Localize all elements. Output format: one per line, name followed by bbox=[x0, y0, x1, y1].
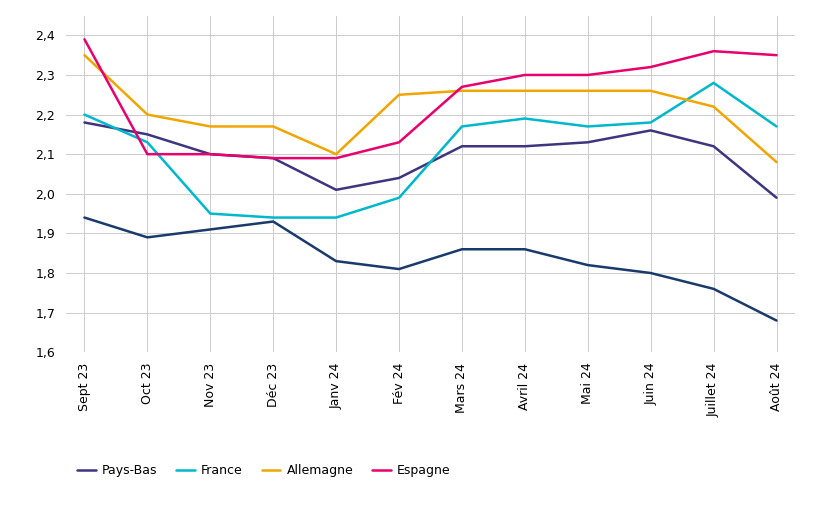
Espagne bbox=[331, 155, 341, 161]
Pays-Bas bbox=[771, 195, 781, 201]
Line: Allemagne: Allemagne bbox=[84, 55, 776, 162]
Danemark bbox=[645, 270, 655, 276]
France bbox=[456, 123, 466, 130]
Pays-Bas bbox=[394, 175, 404, 181]
Pays-Bas bbox=[143, 131, 152, 137]
Espagne bbox=[394, 139, 404, 146]
Danemark bbox=[143, 234, 152, 240]
France bbox=[394, 195, 404, 201]
Allemagne bbox=[143, 111, 152, 118]
Espagne bbox=[582, 72, 592, 78]
Pays-Bas bbox=[582, 139, 592, 146]
Allemagne bbox=[79, 52, 89, 58]
Allemagne bbox=[205, 123, 215, 130]
Allemagne bbox=[331, 151, 341, 157]
Line: France: France bbox=[84, 83, 776, 218]
Danemark bbox=[79, 214, 89, 221]
France bbox=[268, 214, 278, 221]
France bbox=[143, 139, 152, 146]
Danemark bbox=[331, 258, 341, 264]
Pays-Bas bbox=[456, 143, 466, 149]
Pays-Bas bbox=[645, 127, 655, 134]
Allemagne bbox=[456, 88, 466, 94]
France bbox=[331, 214, 341, 221]
France bbox=[519, 116, 529, 122]
Danemark bbox=[582, 262, 592, 268]
Line: Pays-Bas: Pays-Bas bbox=[84, 122, 776, 198]
Allemagne bbox=[519, 88, 529, 94]
Pays-Bas bbox=[519, 143, 529, 149]
Danemark bbox=[456, 246, 466, 252]
Danemark bbox=[519, 246, 529, 252]
France bbox=[771, 123, 781, 130]
France bbox=[645, 119, 655, 125]
Allemagne bbox=[645, 88, 655, 94]
Espagne bbox=[143, 151, 152, 157]
Allemagne bbox=[268, 123, 278, 130]
Danemark bbox=[394, 266, 404, 272]
Danemark bbox=[771, 318, 781, 324]
Espagne bbox=[519, 72, 529, 78]
Pays-Bas bbox=[79, 119, 89, 125]
Espagne bbox=[771, 52, 781, 58]
France bbox=[205, 210, 215, 217]
France bbox=[79, 111, 89, 118]
Pays-Bas bbox=[708, 143, 717, 149]
Danemark bbox=[205, 226, 215, 233]
Allemagne bbox=[394, 92, 404, 98]
Allemagne bbox=[582, 88, 592, 94]
France bbox=[582, 123, 592, 130]
Allemagne bbox=[708, 104, 717, 110]
Allemagne bbox=[771, 159, 781, 165]
Espagne bbox=[456, 84, 466, 90]
Pays-Bas bbox=[331, 186, 341, 193]
France bbox=[708, 80, 717, 86]
Espagne bbox=[79, 36, 89, 42]
Pays-Bas bbox=[268, 155, 278, 161]
Espagne bbox=[708, 48, 717, 54]
Espagne bbox=[205, 151, 215, 157]
Danemark bbox=[268, 219, 278, 225]
Danemark bbox=[708, 286, 717, 292]
Espagne bbox=[645, 64, 655, 70]
Espagne bbox=[268, 155, 278, 161]
Pays-Bas bbox=[205, 151, 215, 157]
Line: Espagne: Espagne bbox=[84, 39, 776, 158]
Line: Danemark: Danemark bbox=[84, 218, 776, 321]
